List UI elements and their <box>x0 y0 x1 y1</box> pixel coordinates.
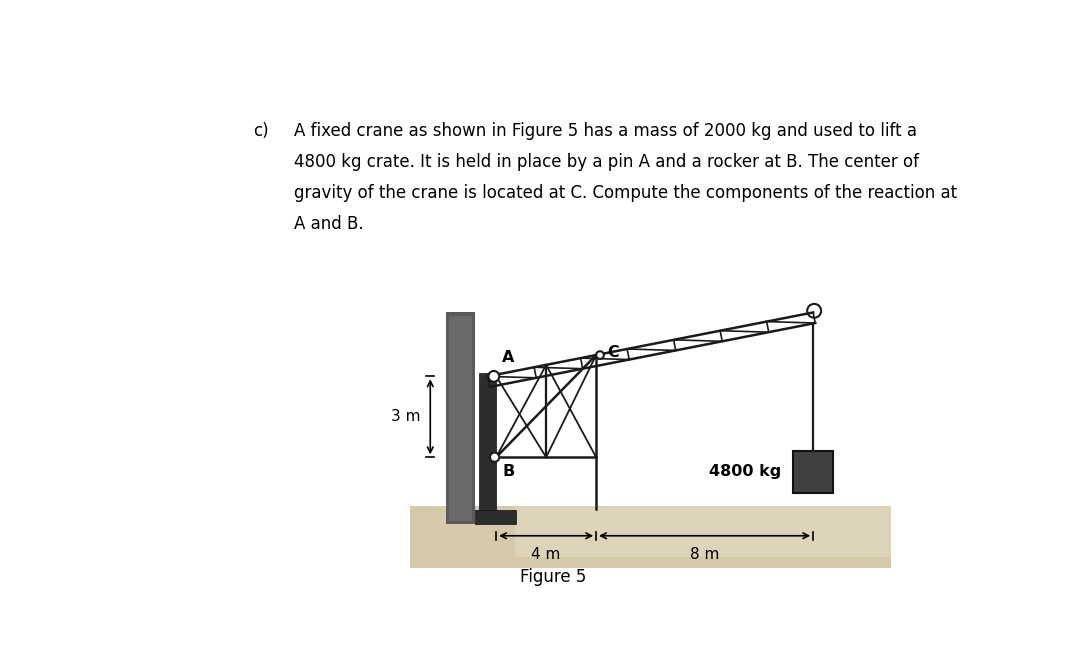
Text: 8 m: 8 m <box>690 547 719 561</box>
Text: A and B.: A and B. <box>294 214 364 232</box>
Bar <box>475 510 515 524</box>
Text: 4800 kg: 4800 kg <box>710 464 781 480</box>
Text: gravity of the crane is located at C. Compute the components of the reaction at: gravity of the crane is located at C. Co… <box>294 184 957 202</box>
Text: 4800 kg crate. It is held in place by a pin A and a rocker at B. The center of: 4800 kg crate. It is held in place by a … <box>294 153 919 171</box>
Text: 3 m: 3 m <box>391 410 421 424</box>
Text: A: A <box>502 350 515 364</box>
Bar <box>480 372 496 517</box>
Circle shape <box>490 453 499 462</box>
Bar <box>410 507 891 568</box>
Bar <box>793 451 834 494</box>
Text: C: C <box>608 345 620 360</box>
Text: A fixed crane as shown in Figure 5 has a mass of 2000 kg and used to lift a: A fixed crane as shown in Figure 5 has a… <box>294 123 917 141</box>
Text: B: B <box>502 464 514 479</box>
Circle shape <box>596 351 604 359</box>
Text: 4 m: 4 m <box>531 547 561 561</box>
Text: Figure 5: Figure 5 <box>521 567 586 585</box>
Bar <box>449 316 472 521</box>
Bar <box>446 312 475 524</box>
Circle shape <box>488 371 499 382</box>
Bar <box>515 507 891 557</box>
Text: c): c) <box>253 123 269 141</box>
